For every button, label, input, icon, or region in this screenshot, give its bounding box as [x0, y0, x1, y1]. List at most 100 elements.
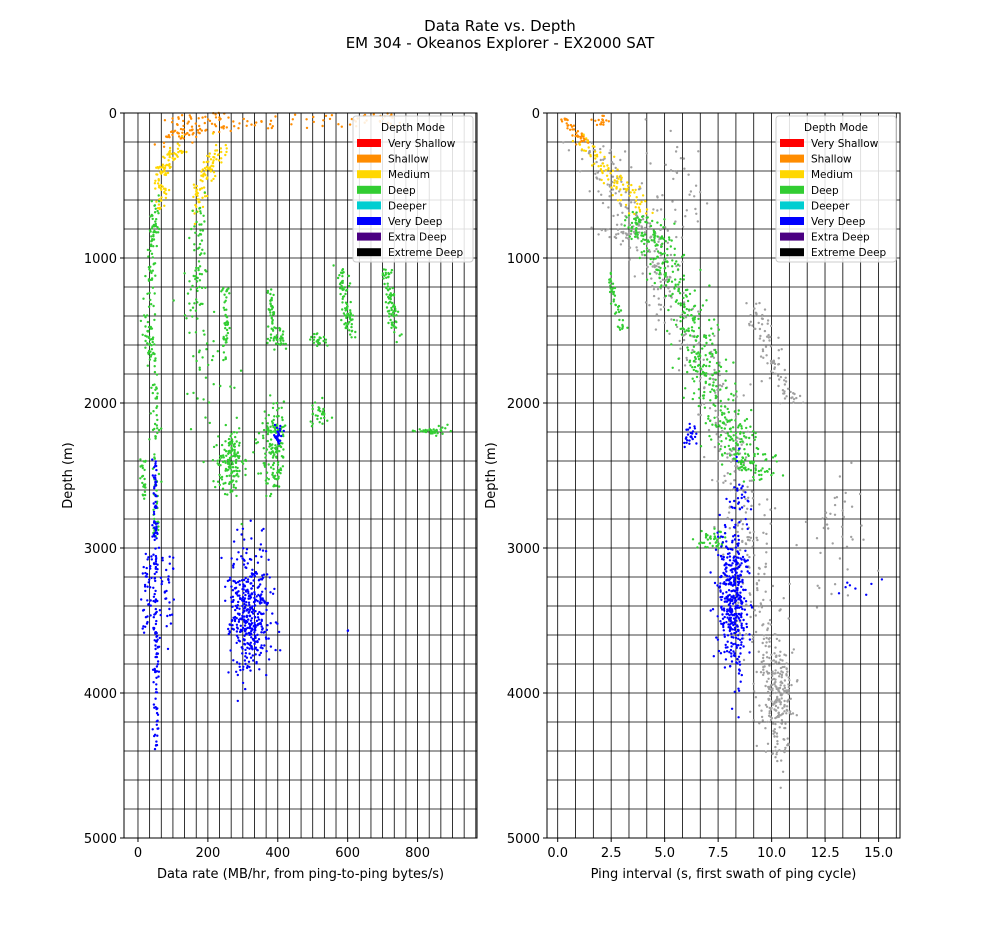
data-point	[614, 236, 618, 240]
data-point	[317, 409, 320, 412]
data-point	[257, 638, 261, 641]
data-point	[732, 488, 735, 491]
data-point	[727, 398, 730, 401]
data-point	[645, 247, 649, 250]
data-point	[703, 390, 706, 394]
data-point	[344, 307, 347, 310]
data-point	[151, 524, 154, 527]
data-point	[214, 143, 218, 147]
data-point	[710, 388, 714, 391]
data-point	[276, 436, 279, 440]
data-point	[148, 358, 152, 361]
data-point	[199, 187, 202, 191]
data-point	[232, 562, 235, 566]
data-point	[802, 401, 805, 404]
data-point	[392, 292, 396, 296]
data-point	[144, 483, 147, 486]
data-point	[238, 607, 241, 610]
data-point	[272, 311, 276, 314]
data-point	[269, 622, 272, 625]
data-point	[733, 538, 737, 541]
data-point	[169, 130, 173, 134]
data-point	[437, 424, 440, 428]
data-point	[720, 426, 723, 430]
data-point	[154, 647, 157, 651]
data-point	[148, 343, 151, 346]
data-point	[787, 685, 790, 689]
data-point	[143, 490, 147, 493]
data-point	[737, 655, 741, 658]
data-point	[725, 650, 729, 653]
data-point	[712, 318, 716, 321]
data-point	[254, 438, 257, 441]
data-point	[735, 390, 738, 393]
data-point	[690, 435, 693, 438]
data-point	[653, 236, 656, 240]
data-point	[621, 327, 624, 330]
data-point	[241, 599, 244, 602]
data-point	[314, 414, 317, 417]
data-point	[738, 632, 741, 635]
data-point	[719, 445, 723, 448]
data-point	[773, 735, 776, 738]
data-point	[780, 722, 784, 725]
data-point	[737, 552, 741, 556]
data-point	[272, 467, 275, 471]
data-point	[625, 216, 628, 219]
data-point	[233, 445, 236, 448]
data-point	[258, 548, 262, 551]
data-point	[719, 399, 722, 403]
data-point	[725, 370, 728, 373]
data-point	[786, 670, 789, 673]
data-point	[733, 628, 736, 631]
data-point	[666, 275, 669, 279]
data-point	[239, 617, 242, 620]
data-point	[224, 481, 227, 485]
data-point	[766, 470, 769, 473]
data-point	[629, 191, 632, 194]
data-point	[664, 163, 667, 166]
data-point	[833, 513, 837, 516]
data-point	[173, 129, 177, 132]
legend-swatch	[357, 217, 381, 225]
data-point	[725, 566, 728, 569]
data-point	[255, 648, 259, 652]
data-point	[740, 673, 743, 677]
data-point	[740, 506, 744, 509]
cluster-deep	[211, 416, 248, 526]
data-point	[777, 691, 780, 694]
data-point	[188, 280, 191, 283]
data-point	[168, 562, 171, 565]
data-point	[739, 596, 742, 599]
data-point	[684, 437, 688, 440]
data-point	[281, 465, 285, 468]
data-point	[748, 555, 751, 559]
data-point	[636, 216, 639, 219]
data-point	[740, 443, 743, 446]
data-point	[728, 500, 732, 503]
data-point	[774, 660, 778, 663]
data-point	[343, 314, 347, 317]
data-point	[282, 434, 285, 438]
data-point	[153, 292, 156, 295]
data-point	[280, 335, 283, 338]
data-point	[600, 228, 603, 232]
data-point	[190, 117, 193, 120]
data-point	[396, 310, 400, 313]
data-point	[676, 268, 680, 271]
data-point	[324, 114, 328, 118]
data-point	[152, 238, 156, 241]
data-point	[708, 360, 712, 364]
data-point	[201, 205, 205, 209]
data-point	[602, 158, 605, 161]
data-point	[679, 347, 682, 350]
data-point	[431, 432, 434, 435]
data-point	[645, 152, 648, 155]
data-point	[611, 169, 615, 172]
data-point	[217, 153, 220, 156]
data-point	[630, 229, 633, 233]
data-point	[682, 328, 686, 331]
data-point	[787, 676, 790, 679]
data-point	[576, 130, 580, 133]
data-point	[276, 463, 280, 466]
